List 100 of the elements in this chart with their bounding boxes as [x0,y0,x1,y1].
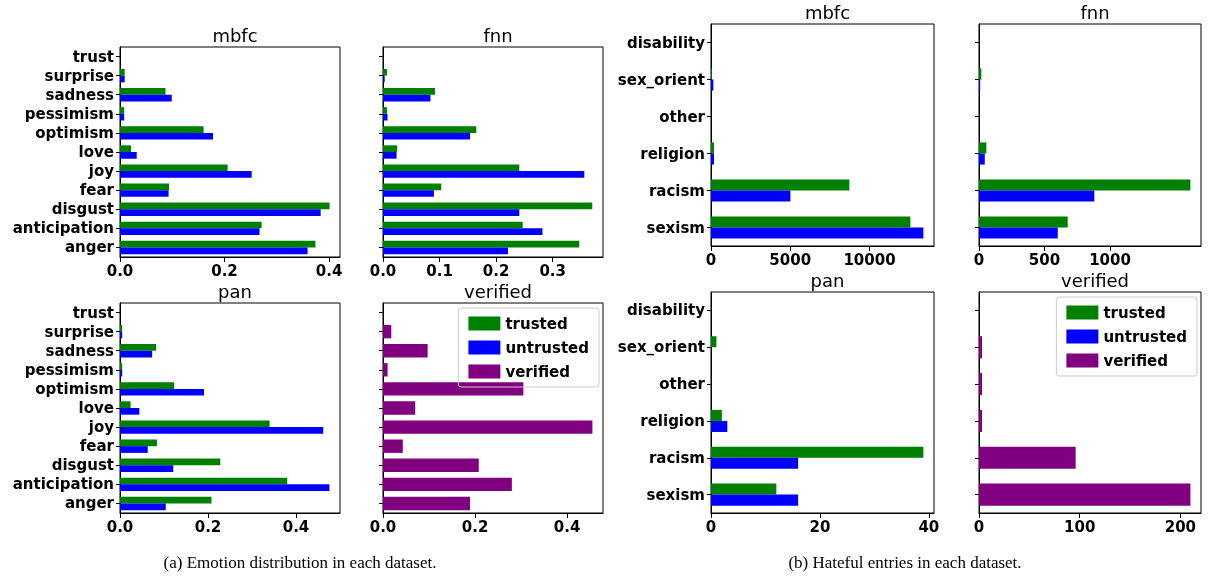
y-tick-label: disgust [51,456,114,475]
y-tick-label: disability [626,301,706,320]
bar [979,336,983,359]
bar [120,401,131,408]
bar [120,369,123,377]
y-tick-label: fear [79,437,115,456]
x-tick-label: 100 [1064,517,1096,536]
y-tick-label: sexism [646,485,705,504]
y-tick-label: sex_orient [617,338,705,357]
bar [120,427,324,434]
bar [120,171,252,178]
x-tick-label: 0.0 [106,261,134,280]
y-tick-label: racism [648,448,705,467]
x-tick-label: 40 [918,517,940,536]
y-tick-label: religion [640,144,705,163]
bar [383,152,397,159]
text: (b) Hateful entries in each dataset. [788,552,1022,572]
y-tick-label: joy [87,162,115,181]
bar [383,240,580,248]
bar [120,132,214,140]
bar [120,388,205,396]
x-tick-label: 0 [705,250,717,269]
bar [711,153,715,165]
x-tick-label: 0.0 [369,517,397,536]
bar [120,94,172,102]
y-tick-label: other [659,375,706,394]
bar [120,88,166,95]
bar [383,344,428,358]
bar [120,145,131,152]
y-tick-label: anger [64,238,115,257]
y-tick-label: anger [64,494,115,513]
y-tick-label: fear [79,181,115,200]
bar [711,142,715,154]
bar [979,153,985,165]
y-tick-label: sadness [45,85,115,104]
bar [120,75,125,83]
y-tick-label: sex_orient [617,70,705,89]
x-tick-label: 20 [809,517,831,536]
bar [383,94,431,102]
bar [383,458,479,472]
x-tick-label: 0.2 [194,517,222,536]
y-tick-label: trust [72,47,114,66]
bar [979,373,983,396]
bar [120,240,316,248]
y-tick-label: trust [72,303,114,322]
bar [711,227,924,239]
x-tick-label: 0.4 [282,517,310,536]
bar [120,446,148,453]
y-tick-label: anticipation [12,219,114,238]
bar [120,247,308,255]
bar [120,183,170,191]
bar [979,483,1191,506]
bar [120,324,123,332]
x-tick-label: 0 [973,250,985,269]
bar [711,457,799,469]
chart-title: verified [1061,269,1129,291]
x-tick-label: 0.0 [369,261,397,280]
bar [383,107,387,114]
bar [120,68,125,76]
x-tick-label: 0 [973,517,985,536]
bar [383,439,403,453]
y-tick-label: sadness [45,341,115,360]
x-tick-label: 0.4 [553,517,581,536]
bar [383,164,520,172]
y-tick-label: disgust [51,200,114,219]
bar [120,228,260,236]
bar [383,132,471,140]
bar [711,483,777,495]
chart-title: verified [464,280,532,302]
x-tick-label: 0 [705,517,717,536]
x-tick-label: 10000 [843,250,896,269]
bar [383,88,436,95]
bar [120,503,166,511]
bar [120,439,157,447]
legend-label: verified [505,362,570,381]
bar [120,420,270,428]
bar [120,496,212,504]
chart-title: mbfc [212,24,258,46]
legend-label: untrusted [505,338,590,357]
bar [383,228,543,236]
bar [383,221,523,229]
y-tick-label: disability [626,33,706,52]
bar [711,494,799,506]
bar [383,190,434,197]
bar [979,179,1191,191]
x-tick-label: 200 [1164,517,1197,536]
bar [383,209,520,216]
bar [711,409,722,421]
bar [383,382,524,396]
legend-label: verified [1103,351,1168,370]
bar [711,446,924,458]
bar [383,324,392,339]
y-tick-label: love [78,399,114,417]
bar [120,190,169,197]
chart-title: pan [810,269,845,291]
bar [383,126,477,133]
bar [383,363,388,377]
y-tick-label: religion [640,411,705,430]
bar [120,107,125,114]
chart-title: fnn [483,24,513,46]
